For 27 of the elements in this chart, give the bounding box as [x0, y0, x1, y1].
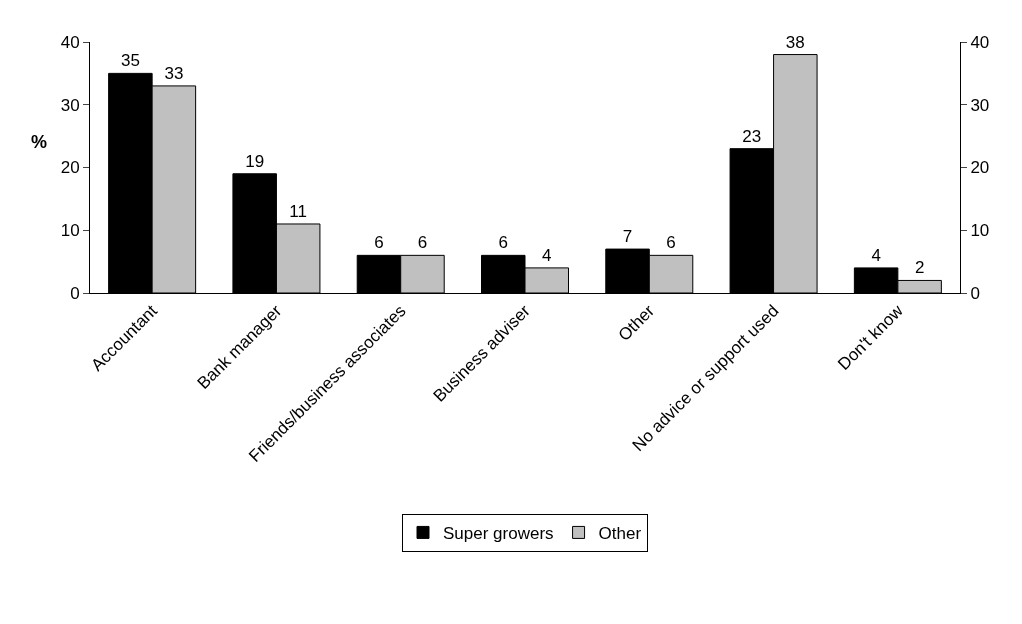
y2-tick-label: 30 — [970, 95, 990, 115]
data-label: 6 — [417, 233, 428, 253]
y-tick-label: 20 — [60, 158, 80, 178]
data-label: 35 — [120, 51, 140, 71]
data-label: 2 — [914, 258, 925, 278]
legend-label: Super growers — [443, 524, 554, 544]
data-label: 6 — [374, 233, 384, 253]
y2-tick-label: 10 — [970, 221, 990, 241]
data-label: 33 — [164, 63, 184, 83]
data-label: 6 — [666, 233, 676, 253]
data-label: 4 — [871, 245, 881, 265]
y-tick-label: 0 — [70, 283, 80, 303]
data-label: 7 — [622, 227, 633, 247]
data-label: 23 — [742, 126, 762, 146]
y2-tick-label: 20 — [970, 158, 990, 178]
data-label: 11 — [289, 201, 308, 221]
y-axis-title: % — [31, 132, 48, 152]
y2-tick-label: 0 — [970, 283, 980, 303]
data-label: 6 — [498, 233, 508, 253]
y2-tick-label: 40 — [970, 32, 990, 52]
y-tick-label: 30 — [60, 95, 80, 115]
data-label: 38 — [785, 32, 805, 52]
legend-label: Other — [598, 524, 642, 544]
y-tick-label: 10 — [60, 221, 80, 241]
data-label: 19 — [245, 151, 265, 171]
y-tick-label: 40 — [60, 32, 80, 52]
data-label: 4 — [542, 245, 552, 265]
